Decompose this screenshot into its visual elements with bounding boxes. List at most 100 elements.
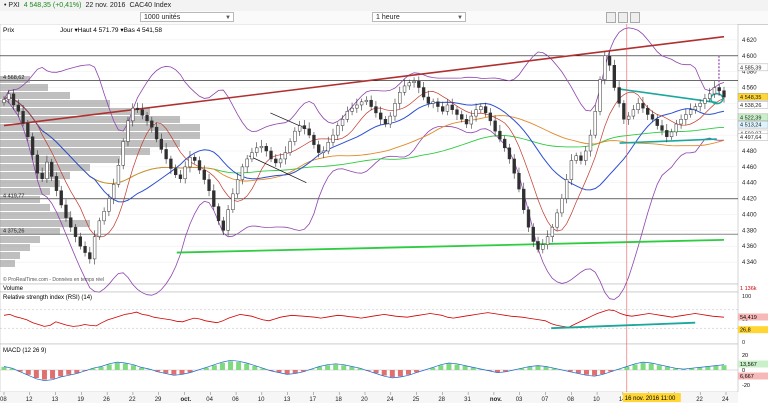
- candle: [669, 131, 674, 137]
- index-name: CAC40 Index: [129, 2, 172, 9]
- zoom-icon[interactable]: [606, 12, 616, 23]
- rsi-tick-label: 100: [742, 294, 751, 300]
- profile-bar: [0, 196, 40, 203]
- macd-bar: [681, 369, 687, 370]
- candle: [674, 123, 678, 133]
- candle: [526, 209, 531, 228]
- macd-bar: [139, 367, 145, 370]
- time-tick-label: 14: [619, 397, 626, 403]
- close-icon[interactable]: [630, 12, 640, 23]
- date-value: 22 nov. 2016: [85, 2, 126, 9]
- macd-bar: [486, 370, 492, 371]
- time-tick-label: 13: [52, 397, 59, 403]
- macd-bar: [535, 366, 541, 370]
- macd-panel-label: MACD (12 26 9): [3, 348, 46, 354]
- candle: [550, 226, 555, 237]
- candle: [693, 106, 698, 110]
- macd-bar: [130, 365, 136, 370]
- macd-bar: [616, 369, 622, 370]
- ma-red-line: [3, 91, 725, 238]
- time-tick-label: 19: [77, 397, 84, 403]
- candle: [340, 119, 345, 126]
- rsi-support-trendline: [551, 321, 696, 330]
- macd-bar: [66, 370, 72, 375]
- macd-tag: [738, 360, 768, 368]
- candle: [140, 109, 144, 116]
- settings-icon[interactable]: [618, 12, 628, 23]
- support-trendline: [176, 238, 725, 254]
- candle: [555, 212, 559, 228]
- triangle-upper: [619, 88, 717, 104]
- level-label: 4 568,62: [3, 75, 24, 81]
- profile-bar: [0, 164, 90, 171]
- candle: [178, 174, 183, 180]
- candle: [350, 107, 354, 112]
- candle: [641, 103, 645, 109]
- candle: [536, 241, 540, 250]
- profile-bar: [0, 116, 180, 123]
- candle: [59, 190, 63, 206]
- rsi-tag: [738, 326, 768, 334]
- macd-bar: [713, 366, 719, 370]
- candle: [541, 244, 545, 250]
- candle: [483, 106, 488, 114]
- time-tick-label: 06: [232, 397, 239, 403]
- triangle-lower: [619, 138, 717, 144]
- macd-series: [0, 359, 738, 381]
- candle: [97, 220, 102, 237]
- macd-bar: [333, 364, 339, 370]
- price-tick-label: 4 400: [742, 212, 757, 218]
- macd-bar: [25, 370, 31, 375]
- candle: [407, 82, 411, 87]
- candle: [202, 169, 206, 180]
- macd-bar: [82, 370, 88, 371]
- macd-bar: [373, 370, 379, 374]
- macd-bar: [689, 368, 695, 370]
- profile-bar: [0, 76, 30, 83]
- candle: [426, 96, 431, 104]
- candle: [650, 114, 655, 120]
- macd-bar: [1, 366, 7, 370]
- time-tick-label: nov.: [490, 397, 502, 403]
- candle: [717, 87, 721, 91]
- interval-select[interactable]: 1 heure ▼: [372, 12, 466, 22]
- candle: [569, 160, 574, 180]
- rsi-line: [3, 309, 725, 328]
- time-tick-label: 22: [696, 397, 703, 403]
- profile-bar: [0, 252, 20, 259]
- candle: [269, 150, 273, 160]
- candle: [83, 245, 87, 253]
- macd-bar: [551, 368, 557, 370]
- candle: [626, 115, 631, 120]
- candle: [11, 93, 16, 106]
- toolbar: 1000 unités ▼ 1 heure ▼: [0, 11, 768, 25]
- price-tick-label: 4 600: [742, 54, 757, 60]
- macd-bar: [656, 365, 662, 370]
- profile-bar: [0, 212, 70, 219]
- macd-bar: [672, 368, 678, 370]
- macd-bar: [187, 370, 193, 373]
- candle: [622, 103, 626, 120]
- chart-canvas[interactable]: 4 340 4 360 4 380 4 400 4 420 4 440 4 460 4 480…: [0, 24, 768, 403]
- ma-blue-line: [3, 96, 725, 203]
- price-tag: [737, 93, 768, 101]
- profile-bar: [0, 236, 40, 243]
- candle: [226, 209, 230, 231]
- macd-bar: [430, 367, 436, 370]
- candle: [584, 150, 588, 161]
- macd-bar: [624, 366, 630, 370]
- candle: [441, 106, 445, 112]
- candle: [345, 111, 349, 120]
- candle: [169, 158, 173, 169]
- candle: [579, 155, 583, 161]
- candle: [321, 150, 326, 153]
- units-select[interactable]: 1000 unités ▼: [140, 12, 234, 22]
- macd-bar: [592, 370, 598, 376]
- macd-tag: [738, 372, 768, 380]
- candle: [612, 65, 617, 88]
- time-tick-label: 13: [284, 397, 291, 403]
- candle: [283, 152, 287, 160]
- macd-bar: [365, 370, 371, 371]
- macd-bar: [58, 370, 64, 377]
